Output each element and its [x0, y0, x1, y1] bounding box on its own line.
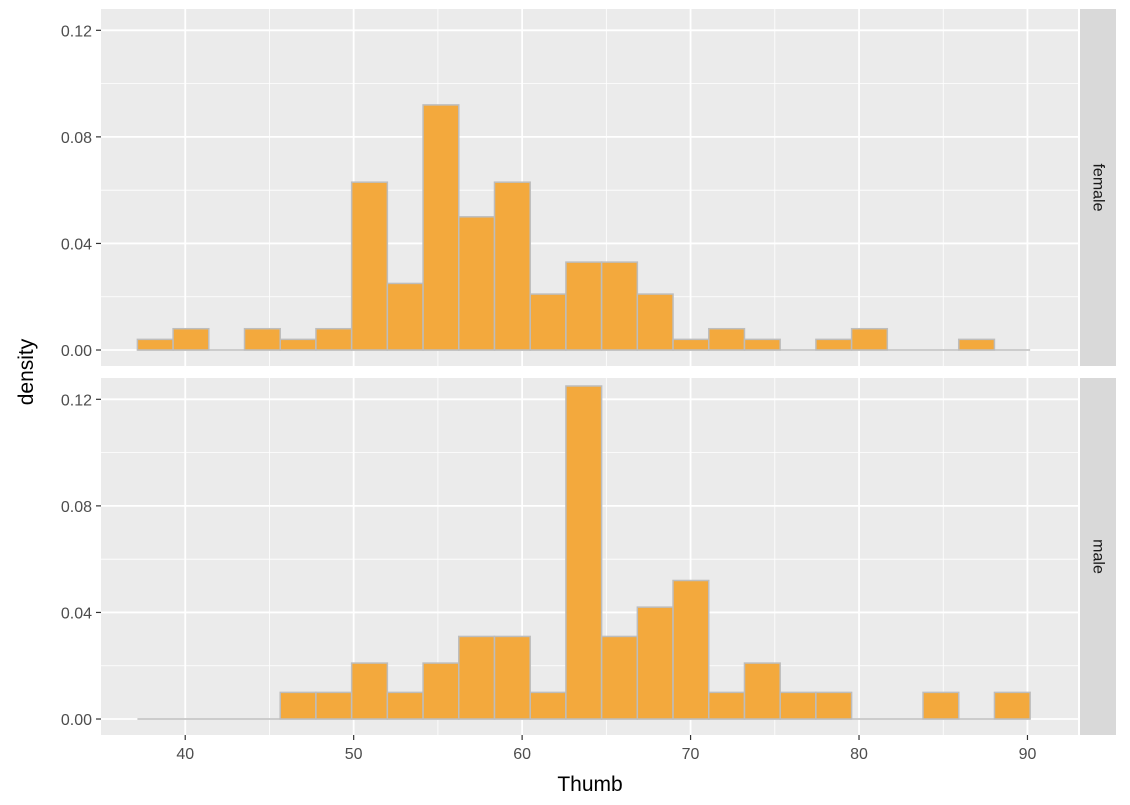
- histogram-bar: [743, 338, 781, 351]
- y-tick-label: 0.12: [61, 392, 92, 409]
- histogram-bar: [636, 293, 674, 351]
- histogram-bar: [957, 338, 996, 351]
- x-tick-label: 50: [345, 746, 363, 763]
- facet-panel-female: 0.00 0.04 0.08 0.12 female: [61, 9, 1116, 366]
- histogram-bar: [172, 327, 210, 351]
- histogram-bar: [315, 691, 353, 720]
- x-tick-label: 90: [1019, 746, 1037, 763]
- y-axis-title: density: [15, 338, 38, 405]
- histogram-bar: [743, 662, 781, 720]
- y-tick-label: 0.04: [61, 236, 92, 253]
- histogram-bar: [422, 662, 460, 720]
- histogram-bar: [386, 691, 424, 720]
- histogram-bar: [422, 104, 460, 351]
- facet-strip-label: female: [1090, 163, 1107, 211]
- histogram-bar: [458, 635, 496, 720]
- facet-panel-male: 0.00 0.04 0.08 0.12 male: [61, 378, 1116, 735]
- histogram-bar: [350, 181, 389, 351]
- x-tick-label: 70: [682, 746, 700, 763]
- facet-strip: [1080, 9, 1116, 366]
- histogram-bar: [672, 338, 710, 351]
- histogram-bar: [315, 327, 353, 351]
- histogram-bar: [850, 327, 889, 351]
- histogram-bar: [529, 293, 567, 351]
- histogram-bar: [279, 691, 317, 720]
- x-tick-label: 80: [850, 746, 868, 763]
- y-tick-label: 0.12: [61, 23, 92, 40]
- x-tick-label: 40: [176, 746, 194, 763]
- y-tick-label: 0.00: [61, 343, 92, 360]
- histogram-bar: [565, 385, 603, 720]
- histogram-bar: [350, 662, 389, 720]
- histogram-bar: [815, 691, 853, 720]
- histogram-bar: [815, 338, 853, 351]
- y-tick-label: 0.08: [61, 130, 92, 147]
- histogram-bar: [600, 261, 639, 351]
- y-tick-label: 0.04: [61, 605, 92, 622]
- histogram-bar: [565, 261, 603, 351]
- histogram-bar: [458, 216, 496, 351]
- histogram-bar: [529, 691, 567, 720]
- y-tick-label: 0.00: [61, 712, 92, 729]
- histogram-bar: [243, 327, 281, 351]
- x-tick-label: 60: [513, 746, 531, 763]
- histogram-bar: [993, 691, 1031, 720]
- panels-layer: 0.00 0.04 0.08 0.12 female 0.00 0.04 0.08 0.12 ma…: [61, 9, 1116, 763]
- histogram-bar: [636, 606, 674, 720]
- x-axis-title: Thumb: [557, 773, 622, 796]
- histogram-bar: [708, 327, 746, 351]
- histogram-bar: [922, 691, 960, 720]
- histogram-bar: [672, 579, 710, 720]
- histogram-bar: [493, 181, 531, 351]
- histogram-bar: [779, 691, 817, 720]
- histogram-bar: [386, 282, 424, 351]
- facet-strip-label: male: [1090, 539, 1107, 574]
- histogram-bar: [493, 635, 531, 720]
- histogram-bar: [136, 338, 174, 351]
- histogram-bar: [708, 691, 746, 720]
- y-tick-label: 0.08: [61, 499, 92, 516]
- facet-strip: [1080, 378, 1116, 735]
- histogram-bar: [279, 338, 317, 351]
- histogram-bar: [600, 635, 639, 720]
